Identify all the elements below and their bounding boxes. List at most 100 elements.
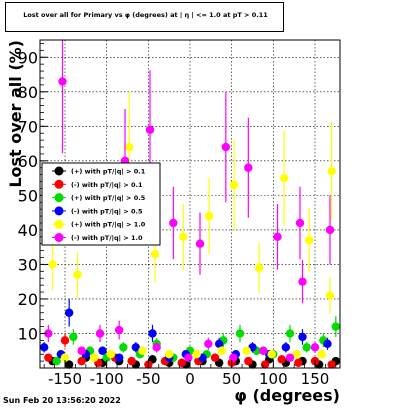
data-point (179, 232, 188, 241)
data-point (294, 358, 303, 368)
legend-entry: (-) with pT/|q| > 0.1 (71, 181, 143, 190)
data-point (60, 336, 70, 345)
y-tick-label: 80 (18, 83, 38, 102)
data-point (127, 356, 136, 366)
data-point (235, 329, 245, 338)
data-point (204, 339, 213, 349)
legend-marker (54, 206, 64, 216)
data-point (254, 263, 264, 273)
data-point (285, 353, 295, 362)
y-tick-label: 30 (18, 255, 38, 274)
y-tick-label: 60 (18, 152, 38, 171)
footer-date: Sun Feb 20 13:56:20 2022 (3, 396, 121, 405)
data-point (95, 329, 105, 338)
legend-entry: (-) with pT/|q| > 1.0 (71, 234, 143, 243)
data-point (331, 322, 341, 331)
x-axis-label: φ (degrees) (234, 386, 340, 405)
data-point (89, 353, 99, 362)
data-point (131, 343, 141, 352)
data-point (323, 339, 332, 349)
x-tick-label: 150 (301, 370, 330, 388)
data-point (48, 260, 57, 269)
data-point (310, 343, 320, 352)
data-point (221, 142, 231, 152)
data-point (106, 349, 116, 359)
data-point (302, 343, 311, 352)
chart-title: Lost over all for Primary vs φ (degrees)… (23, 11, 268, 19)
data-point (244, 163, 253, 172)
x-tick-label: -150 (48, 370, 82, 388)
x-tick-label: -100 (90, 370, 124, 388)
data-point (267, 349, 276, 359)
legend-box (41, 162, 161, 246)
legend-marker (54, 166, 64, 176)
data-point (229, 180, 239, 190)
data-point (138, 346, 147, 355)
x-tick-label: -50 (136, 370, 161, 388)
y-axis-label: Lost over all (%) (6, 40, 25, 188)
y-tick-label: 70 (18, 117, 38, 136)
data-point (325, 291, 335, 300)
data-point (145, 125, 155, 134)
x-tick-label: 0 (185, 370, 195, 388)
legend-marker (54, 193, 64, 203)
y-tick-label: 50 (18, 186, 38, 205)
data-point (260, 360, 270, 369)
data-point (64, 360, 74, 369)
data-point (119, 343, 128, 352)
legend-marker (54, 233, 64, 242)
x-tick-label: 50 (222, 370, 241, 388)
data-point (244, 356, 253, 366)
legend: (+) with pT/|q| > 0.1 (-) with pT/|q| > 0… (41, 162, 161, 246)
x-tick-label: 100 (259, 370, 288, 388)
data-point (273, 232, 282, 241)
data-point (229, 353, 238, 362)
data-point (298, 277, 307, 286)
data-point (327, 360, 336, 369)
data-point (317, 349, 326, 359)
data-point (64, 308, 74, 317)
data-point (298, 332, 307, 342)
data-point (279, 173, 289, 183)
y-tick-label: 90 (18, 48, 38, 67)
data-point (325, 225, 335, 235)
data-point (327, 167, 336, 176)
y-tick-label: 10 (18, 324, 38, 343)
legend-entry: (-) with pT/|q| > 0.5 (71, 207, 143, 216)
data-point (60, 353, 70, 362)
legend-entry: (+) with pT/|q| > 0.1 (71, 168, 146, 177)
legend-marker (54, 219, 64, 229)
data-point (295, 218, 305, 228)
y-tick-label: 20 (18, 290, 38, 309)
data-point (184, 353, 193, 362)
data-point (169, 218, 178, 228)
data-point (292, 349, 301, 359)
data-point (164, 349, 174, 359)
y-tick-label: 40 (18, 221, 38, 240)
title-box: Lost over all for Primary vs φ (degrees)… (5, 2, 284, 32)
data-point (195, 239, 205, 248)
data-point (148, 329, 157, 338)
data-point (150, 249, 160, 259)
data-point (277, 355, 286, 364)
data-point (73, 270, 82, 279)
data-point (44, 329, 53, 338)
data-point (214, 339, 224, 349)
legend-entry: (+) with pT/|q| > 0.5 (71, 194, 146, 203)
data-point (259, 346, 268, 355)
data-point (69, 332, 78, 342)
data-point (114, 353, 124, 362)
data-point (210, 353, 220, 362)
data-point (39, 343, 49, 352)
data-point (304, 236, 314, 245)
data-point (77, 356, 86, 366)
data-point (177, 358, 186, 368)
data-point (52, 356, 61, 366)
data-point (114, 325, 124, 335)
data-point (217, 346, 226, 355)
data-point (152, 343, 161, 352)
legend-marker (54, 179, 64, 189)
data-point (44, 353, 53, 362)
legend-entry: (+) with pT/|q| > 1.0 (71, 221, 146, 230)
